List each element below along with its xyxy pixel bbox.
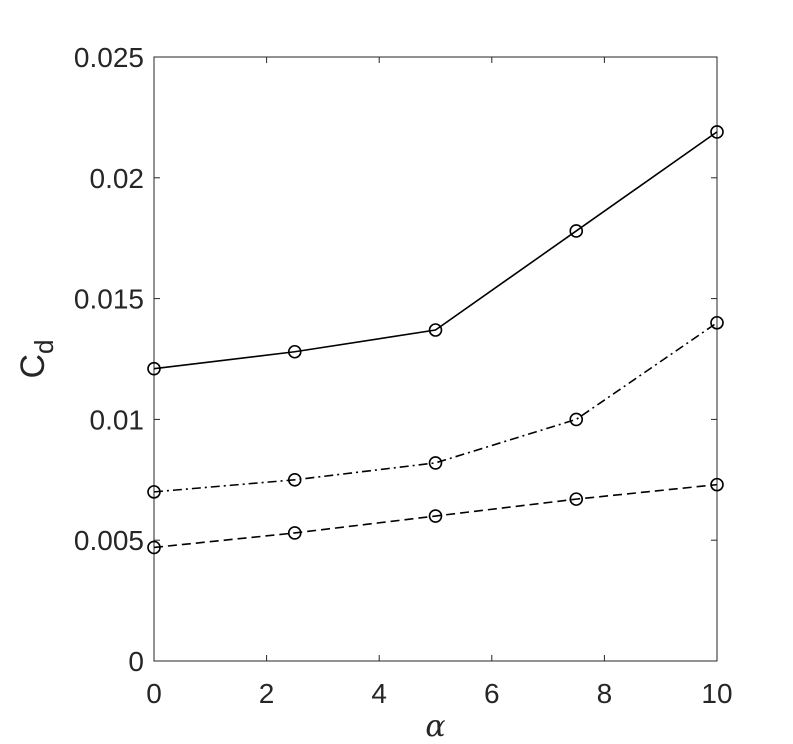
y-tick-label: 0 xyxy=(128,646,144,677)
series-1 xyxy=(147,125,724,376)
data-point xyxy=(428,323,443,337)
ticks-layer: 0 2 4 6 8 10 0 0.005 0.01 0.015 0.02 0.025 xyxy=(74,42,733,709)
x-tick-label: 0 xyxy=(146,678,162,709)
data-point xyxy=(569,224,584,238)
data-point xyxy=(428,456,443,470)
data-point xyxy=(147,485,161,499)
series-line xyxy=(153,131,718,370)
y-tick-label: 0.01 xyxy=(90,404,145,435)
data-point xyxy=(147,540,161,555)
series-layer xyxy=(147,125,724,555)
data-point xyxy=(569,412,584,427)
data-point xyxy=(287,526,302,540)
x-tick-label: 2 xyxy=(259,678,275,709)
x-tick-label: 8 xyxy=(597,678,613,709)
x-tick-label: 10 xyxy=(701,678,732,709)
y-tick-label: 0.02 xyxy=(90,163,145,194)
y-axis-label-subscript: d xyxy=(29,339,59,353)
x-tick-label: 4 xyxy=(371,678,387,709)
data-point xyxy=(569,492,584,506)
data-point xyxy=(287,472,302,487)
y-tick-label: 0.025 xyxy=(74,42,144,73)
series-3 xyxy=(147,477,724,555)
data-point xyxy=(710,477,724,492)
data-point xyxy=(287,344,302,359)
data-point xyxy=(147,361,161,376)
data-point xyxy=(710,315,724,330)
y-axis-label: Cd xyxy=(14,339,59,378)
data-point xyxy=(428,509,443,523)
y-tick-label: 0.005 xyxy=(74,525,144,556)
y-axis-label-main: C xyxy=(14,354,52,379)
data-point xyxy=(710,125,724,139)
plot-area xyxy=(153,56,718,662)
x-tick-label: 6 xyxy=(484,678,500,709)
series-line xyxy=(153,483,718,549)
y-tick-label: 0.015 xyxy=(74,284,144,315)
series-2 xyxy=(147,315,724,499)
x-axis-label: α xyxy=(425,709,445,744)
